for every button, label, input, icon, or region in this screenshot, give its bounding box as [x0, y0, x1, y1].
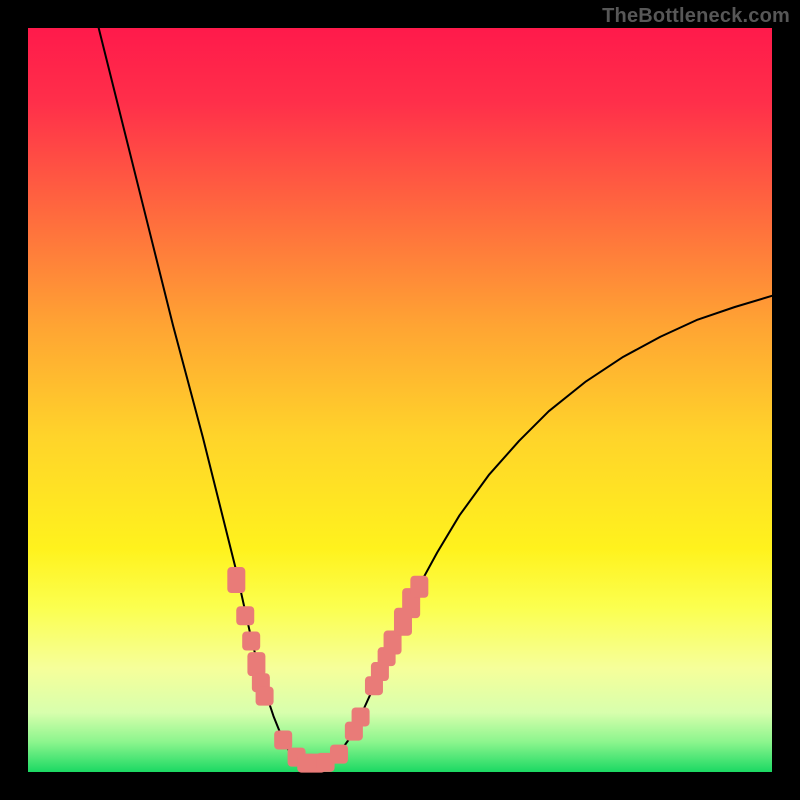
curve-marker [236, 606, 254, 625]
curve-marker [242, 632, 260, 651]
watermark-text: TheBottleneck.com [602, 5, 790, 28]
curve-marker [330, 745, 348, 764]
curve-marker [352, 707, 370, 726]
curve-marker [227, 567, 245, 593]
curve-marker [247, 652, 265, 676]
bottleneck-chart [0, 0, 800, 800]
curve-marker [410, 576, 428, 598]
curve-marker [256, 687, 274, 706]
curve-marker [274, 731, 292, 750]
gradient-background [28, 28, 772, 772]
stage: TheBottleneck.com [0, 0, 800, 800]
